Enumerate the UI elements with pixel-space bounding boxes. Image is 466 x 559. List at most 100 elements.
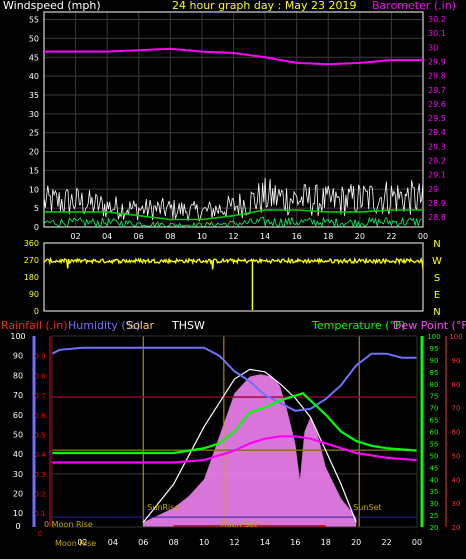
y-tick-label-temperature: 95 — [430, 345, 439, 353]
barometer-axis-title: Barometer (.in) — [372, 0, 456, 12]
plot-frame — [43, 11, 424, 228]
x-tick-label: 04 — [102, 232, 112, 241]
thsw-line — [142, 368, 357, 523]
x-tick-label: 02 — [77, 538, 87, 547]
humidity-line — [51, 346, 417, 412]
y-tick-label-barometer: 29.6 — [428, 100, 446, 109]
x-tick-label: 16 — [292, 232, 302, 241]
thsw-axis-title: THSW — [172, 319, 205, 332]
y-tick-label-barometer: 29.5 — [428, 114, 446, 123]
y-tick-label-rainfall: 0.4 — [34, 451, 46, 459]
y-tick-label-rainfall: 0.3 — [34, 471, 45, 479]
y-tick-label-temperature: 90 — [430, 357, 439, 365]
y-tick-label-direction: 180 — [24, 273, 39, 282]
y-tick-label-temperature: 35 — [430, 488, 439, 496]
y-tick-label-barometer: 30 — [428, 43, 438, 52]
y-tick-label-windspeed: 20 — [29, 148, 39, 157]
y-tick-label-humidity: 30 — [13, 470, 23, 479]
y-tick-label-barometer: 29.9 — [428, 58, 446, 67]
y-tick-label-temperature: 80 — [430, 381, 439, 389]
x-tick-label: 18 — [321, 538, 331, 547]
y-tick-label-barometer: 28.8 — [428, 213, 446, 222]
x-tick-label: 14 — [260, 232, 270, 241]
y-tick-label-rainfall: 0.9 — [34, 353, 45, 361]
y-tick-label-humidity: 50 — [13, 430, 23, 439]
moonrise-label: 0 Moon Rise — [44, 520, 93, 529]
x-tick-label: 10 — [199, 538, 209, 547]
y-tick-label-humidity: 40 — [13, 450, 23, 459]
y-tick-label-temperature: 70 — [430, 405, 439, 413]
y-tick-label-rainfall: 0.5 — [34, 431, 45, 439]
x-tick-label: 10 — [197, 232, 207, 241]
y-tick-label-barometer: 29.8 — [428, 72, 446, 81]
x-tick-label: 06 — [138, 538, 148, 547]
x-tick-label: 20 — [355, 232, 365, 241]
y-tick-label-temperature: 60 — [430, 429, 439, 437]
x-tick-label: 00 — [412, 538, 422, 547]
y-tick-label-barometer: 29.2 — [428, 157, 446, 166]
y-tick-label-humidity: 0 — [15, 522, 20, 531]
y-tick-label-rainfall: 0.6 — [34, 412, 46, 420]
y-tick-label-dewpoint: 70 — [452, 405, 461, 413]
y-tick-label-rainfall: 0 — [38, 530, 42, 538]
windspeed-gust-line — [43, 177, 424, 222]
y-tick-label-barometer: 29 — [428, 185, 438, 194]
temperature-humidity-panel: 102030405060708090100000.10.20.30.40.50.… — [10, 332, 462, 548]
x-tick-label: 14 — [260, 538, 270, 547]
y-tick-label-direction: 360 — [24, 239, 39, 248]
y-tick-label-windspeed: 30 — [29, 110, 39, 119]
plot-frame — [51, 335, 418, 528]
y-tick-label-temperature: 100 — [427, 333, 440, 341]
graph-title: 24 hour graph day : May 23 2019 — [172, 0, 357, 12]
y-tick-label-humidity: 70 — [13, 391, 23, 400]
compass-label-e: E — [434, 290, 440, 301]
y-tick-label-windspeed: 35 — [29, 91, 39, 100]
y-tick-label-direction: 90 — [29, 290, 39, 299]
y-tick-label-barometer: 29.4 — [428, 128, 446, 137]
plot-frame — [43, 242, 424, 312]
y-tick-label-dewpoint: 40 — [452, 476, 461, 484]
y-tick-label-dewpoint: 20 — [452, 524, 461, 532]
y-tick-label-barometer: 29.1 — [428, 171, 446, 180]
humidity-axis-title: Humidity (%) — [68, 319, 141, 332]
compass-label-s: S — [434, 273, 440, 284]
y-tick-label-dewpoint: 80 — [452, 381, 461, 389]
y-tick-label-dewpoint: 30 — [452, 500, 461, 508]
windspeed-low-line — [43, 216, 422, 229]
compass-label-n: N — [433, 307, 440, 318]
temperature-axis-title: Temperature (°F) — [312, 319, 406, 332]
x-tick-label: 22 — [381, 538, 391, 547]
x-tick-label: 08 — [165, 232, 175, 241]
y-tick-label-temperature: 55 — [430, 440, 439, 448]
y-tick-label-barometer: 30.2 — [428, 15, 446, 24]
x-tick-label: 04 — [108, 538, 118, 547]
x-tick-label: 18 — [323, 232, 333, 241]
x-tick-label: 12 — [228, 232, 238, 241]
y-tick-label-temperature: 85 — [430, 369, 439, 377]
y-tick-label-temperature: 65 — [430, 417, 439, 425]
y-tick-label-windspeed: 10 — [29, 185, 39, 194]
wind-barometer-panel: 0 5 10 15 20 25 30 35 40 45 50 55 28.8 28.9 29 29.1 29.2… — [29, 11, 446, 241]
y-tick-label-humidity: 100 — [10, 332, 25, 341]
y-tick-label-humidity: 10 — [13, 509, 23, 518]
y-tick-label-humidity: 60 — [13, 411, 23, 420]
temperature-line — [52, 392, 418, 455]
rainfall-axis-title: Rainfall (.in) — [1, 319, 68, 332]
x-tick-label: 12 — [229, 538, 239, 547]
x-tick-label: 22 — [386, 232, 396, 241]
x-tick-label: 08 — [169, 538, 179, 547]
sunset-label: SunSet — [353, 503, 381, 512]
y-tick-label-humidity: 20 — [13, 490, 23, 499]
x-tick-label: 06 — [134, 232, 144, 241]
y-tick-label-temperature: 75 — [430, 393, 439, 401]
x-tick-label: 16 — [290, 538, 300, 547]
y-tick-label-rainfall: 0.2 — [34, 491, 45, 499]
x-tick-label: 20 — [351, 538, 361, 547]
y-tick-label-windspeed: 25 — [29, 129, 39, 138]
compass-label-w: W — [432, 256, 442, 267]
sunrise-label: SunRise — [147, 503, 179, 512]
compass-label-n: N — [433, 239, 440, 250]
